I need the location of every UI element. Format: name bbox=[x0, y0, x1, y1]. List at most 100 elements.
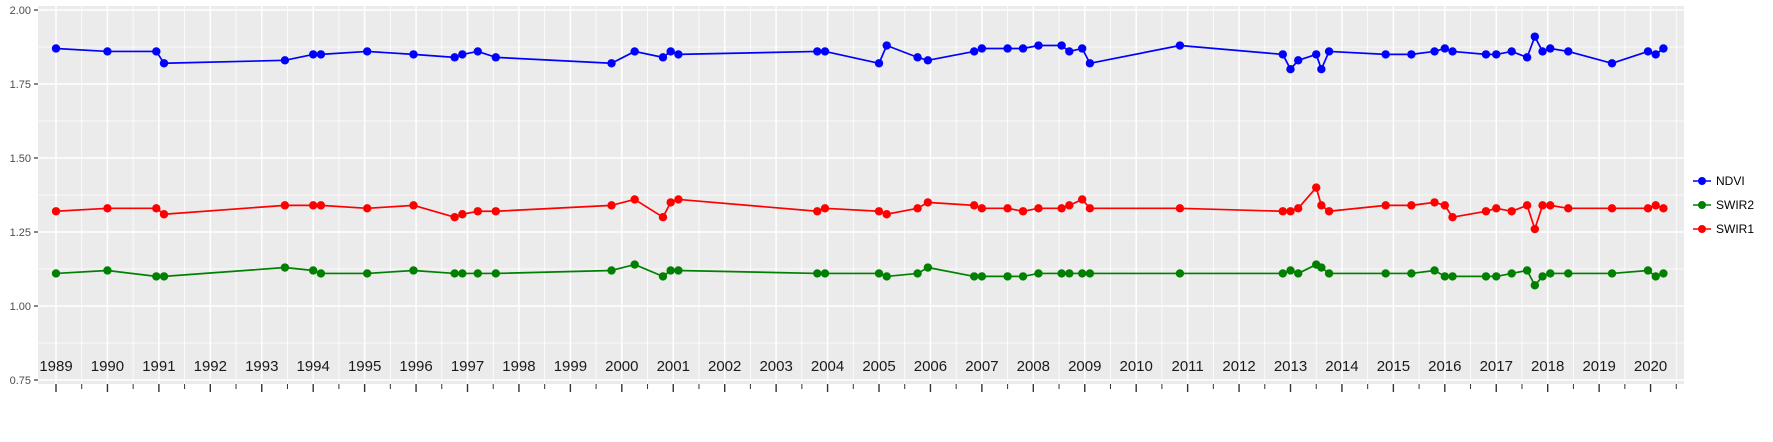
x-tick-label: 2017 bbox=[1480, 358, 1513, 375]
data-point-swir2 bbox=[1530, 281, 1540, 290]
data-point-ndvi bbox=[458, 50, 467, 59]
x-tick-label: 2001 bbox=[657, 358, 690, 375]
data-point-ndvi bbox=[1018, 44, 1028, 53]
legend-label-swir2: SWIR2 bbox=[1716, 198, 1755, 212]
data-point-ndvi bbox=[630, 47, 639, 56]
x-tick-label: 1999 bbox=[554, 358, 587, 375]
x-tick-label: 1993 bbox=[245, 358, 278, 375]
y-tick-label: 1.25 bbox=[10, 227, 31, 239]
data-point-ndvi bbox=[882, 41, 891, 50]
legend-key-ndvi bbox=[1692, 173, 1712, 189]
data-point-swir2 bbox=[1659, 269, 1668, 278]
data-point-swir1 bbox=[969, 201, 979, 210]
legend-swatch-icon bbox=[1693, 225, 1711, 233]
data-point-swir1 bbox=[1175, 204, 1185, 213]
data-point-ndvi bbox=[1294, 56, 1303, 65]
data-point-swir2 bbox=[1034, 269, 1043, 278]
x-tick-label: 2019 bbox=[1582, 358, 1615, 375]
data-point-swir1 bbox=[1430, 198, 1439, 207]
data-point-ndvi bbox=[969, 47, 979, 56]
x-tick-label: 2006 bbox=[914, 358, 947, 375]
data-point-swir2 bbox=[1324, 269, 1334, 278]
data-point-swir2 bbox=[1317, 263, 1326, 272]
data-point-ndvi bbox=[1034, 41, 1043, 50]
data-point-swir1 bbox=[1643, 204, 1653, 213]
data-point-swir1 bbox=[1286, 207, 1295, 216]
data-point-swir1 bbox=[1381, 201, 1390, 210]
data-point-ndvi bbox=[607, 59, 616, 68]
data-point-swir2 bbox=[1522, 266, 1532, 275]
x-tick-label: 1994 bbox=[297, 358, 330, 375]
data-point-ndvi bbox=[1659, 44, 1668, 53]
x-tick-label: 2005 bbox=[862, 358, 895, 375]
x-tick-label: 2009 bbox=[1068, 358, 1101, 375]
data-point-swir2 bbox=[1481, 272, 1491, 281]
data-point-swir1 bbox=[1440, 201, 1450, 210]
x-tick-label: 2012 bbox=[1222, 358, 1255, 375]
data-point-swir1 bbox=[1085, 204, 1095, 213]
data-point-ndvi bbox=[363, 47, 372, 56]
data-point-swir1 bbox=[674, 195, 683, 204]
data-point-ndvi bbox=[308, 50, 318, 59]
data-point-ndvi bbox=[977, 44, 987, 53]
data-point-swir1 bbox=[977, 204, 987, 213]
data-point-swir2 bbox=[1538, 272, 1547, 281]
data-point-swir1 bbox=[152, 204, 161, 213]
legend-item-swir1: SWIR1 bbox=[1692, 220, 1754, 238]
data-point-swir2 bbox=[1651, 272, 1660, 281]
data-point-swir1 bbox=[1492, 204, 1501, 213]
y-tick-label: 1.75 bbox=[10, 79, 31, 91]
y-tick-label: 0.75 bbox=[10, 375, 31, 387]
data-point-swir2 bbox=[674, 266, 683, 275]
data-point-ndvi bbox=[409, 50, 418, 59]
data-point-swir2 bbox=[1077, 269, 1087, 278]
data-point-swir1 bbox=[491, 207, 500, 216]
data-point-ndvi bbox=[1317, 65, 1326, 74]
legend-key-swir2 bbox=[1692, 197, 1712, 213]
data-point-swir1 bbox=[159, 210, 169, 219]
data-point-ndvi bbox=[491, 53, 500, 62]
data-point-ndvi bbox=[1507, 47, 1516, 56]
data-point-swir2 bbox=[1286, 266, 1295, 275]
data-point-swir1 bbox=[1407, 201, 1416, 210]
data-point-ndvi bbox=[1448, 47, 1457, 56]
data-point-ndvi bbox=[1312, 50, 1321, 59]
data-point-ndvi bbox=[1440, 44, 1450, 53]
data-point-swir2 bbox=[874, 269, 884, 278]
legend: NDVI SWIR2 SWIR1 bbox=[1692, 172, 1754, 238]
data-point-swir1 bbox=[1317, 201, 1326, 210]
data-point-swir1 bbox=[1507, 207, 1516, 216]
data-point-swir2 bbox=[1175, 269, 1185, 278]
data-point-swir1 bbox=[1522, 201, 1532, 210]
legend-key-swir1 bbox=[1692, 221, 1712, 237]
data-point-swir2 bbox=[1057, 269, 1066, 278]
data-point-swir1 bbox=[607, 201, 616, 210]
data-point-ndvi bbox=[1286, 65, 1295, 74]
data-point-swir2 bbox=[159, 272, 169, 281]
data-point-ndvi bbox=[280, 56, 290, 65]
data-point-swir1 bbox=[1564, 204, 1573, 213]
data-point-swir2 bbox=[1085, 269, 1095, 278]
data-point-ndvi bbox=[1065, 47, 1074, 56]
data-point-ndvi bbox=[1381, 50, 1390, 59]
data-point-swir1 bbox=[874, 207, 884, 216]
data-point-swir1 bbox=[1546, 201, 1555, 210]
data-point-swir1 bbox=[1018, 207, 1028, 216]
data-point-swir2 bbox=[280, 263, 290, 272]
x-tick-label: 1995 bbox=[348, 358, 381, 375]
data-point-ndvi bbox=[51, 44, 61, 53]
data-point-ndvi bbox=[813, 47, 822, 56]
data-point-ndvi bbox=[103, 47, 112, 56]
x-tick-label: 1997 bbox=[451, 358, 484, 375]
data-point-swir2 bbox=[1018, 272, 1028, 281]
data-point-swir1 bbox=[1530, 224, 1540, 234]
data-point-swir1 bbox=[1057, 204, 1066, 213]
data-point-ndvi bbox=[1085, 59, 1095, 68]
data-point-ndvi bbox=[913, 53, 922, 62]
data-point-swir2 bbox=[607, 266, 616, 275]
data-point-swir2 bbox=[1003, 272, 1012, 281]
data-point-swir2 bbox=[1294, 269, 1303, 278]
data-point-ndvi bbox=[1324, 47, 1334, 56]
data-point-swir1 bbox=[813, 207, 822, 216]
